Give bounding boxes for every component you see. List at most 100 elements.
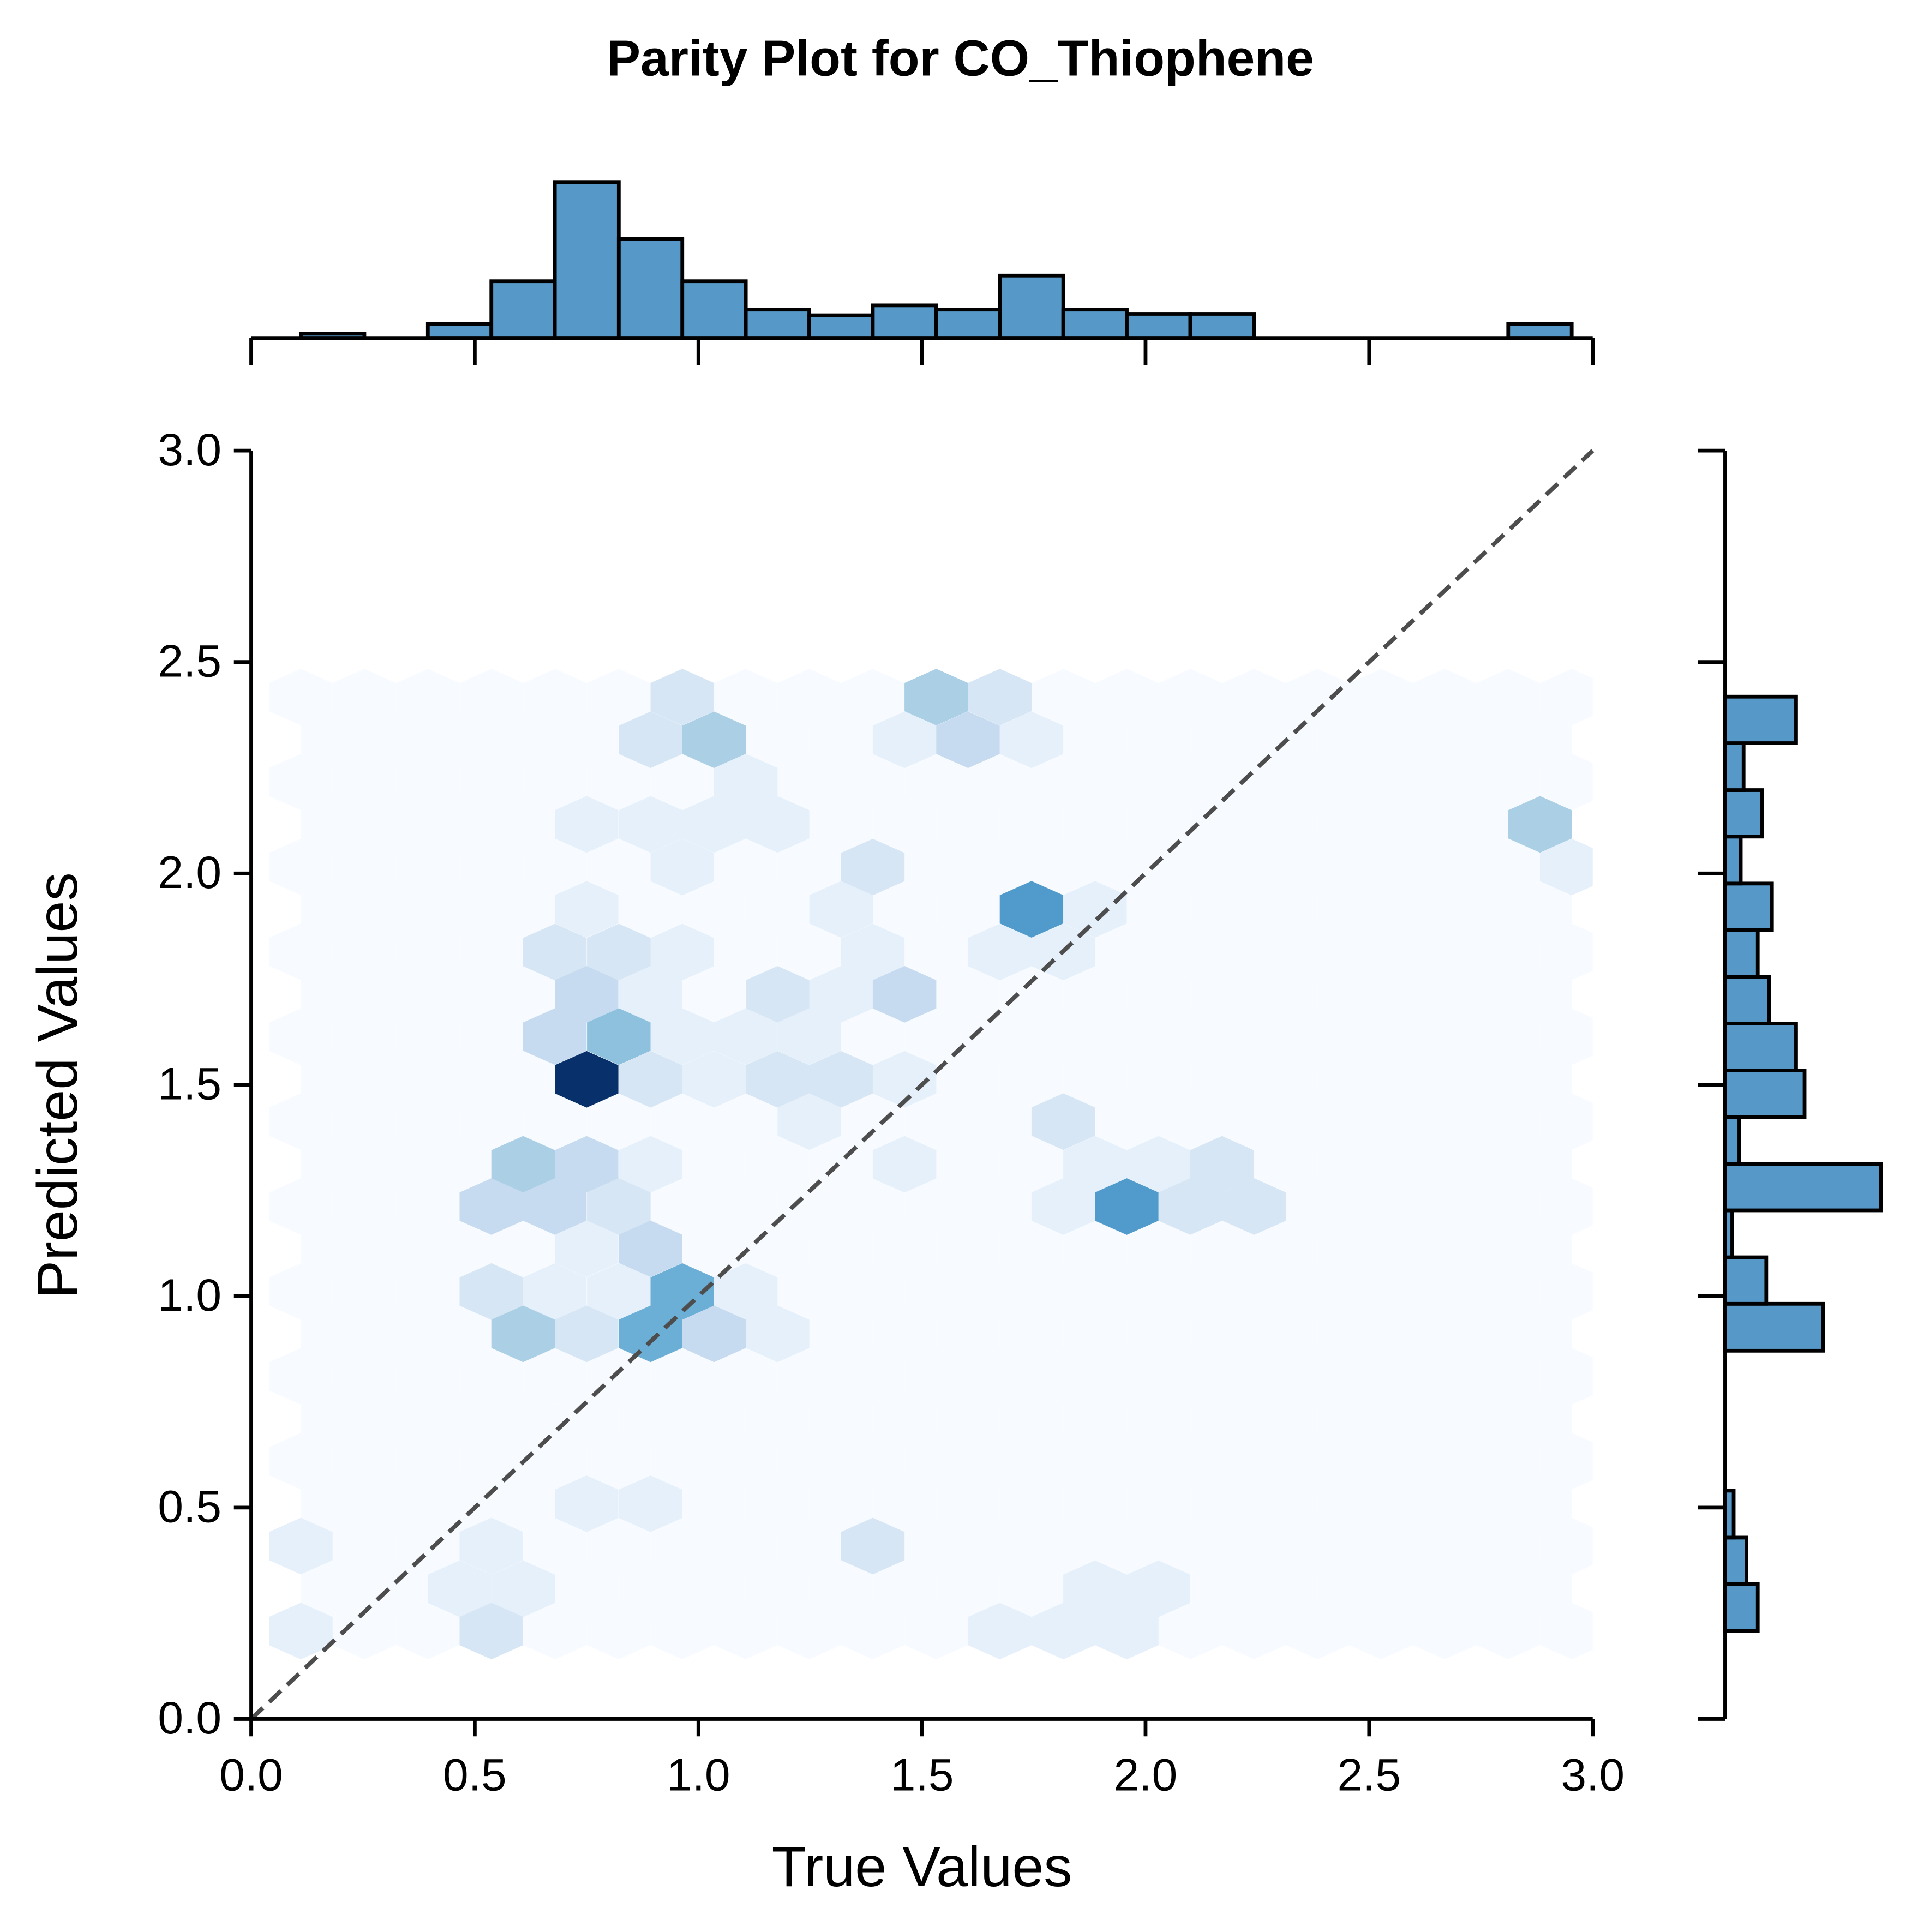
hex-empty [396,1178,460,1235]
hex-empty [301,881,364,938]
hex-empty [269,1263,333,1320]
hex-empty [269,1433,333,1490]
hex-cell [1095,1178,1159,1235]
hex-empty [1222,1093,1286,1150]
x-tick-label: 1.5 [890,1749,954,1801]
hex-empty [1381,796,1445,853]
hex-empty [1190,1305,1254,1363]
hex-empty [1412,1517,1477,1575]
right-hist-bar [1723,975,1771,1025]
hex-empty [301,1560,364,1617]
hex-empty [1126,1305,1191,1363]
hex-empty [491,881,555,938]
hex-empty [904,1433,968,1490]
hex-empty [1032,1348,1095,1405]
hex-empty [491,796,555,853]
hex-empty [1476,1603,1540,1660]
hex-empty [1222,923,1286,980]
hex-empty [1254,1136,1318,1193]
right-hist-bar [1723,881,1774,932]
top-hist-bar [1506,322,1574,340]
hex-empty [999,1220,1064,1277]
hex-cell [269,1517,333,1575]
hex-empty [1063,1390,1127,1447]
hex-cell [968,923,1032,981]
hex-cell [459,1517,523,1575]
hex-empty [1159,1008,1222,1065]
hex-empty [809,1390,873,1447]
hex-cell [587,1263,651,1320]
hex-empty [1412,1348,1477,1405]
hex-empty [364,1560,428,1617]
hex-empty [1412,669,1477,725]
hex-empty [714,669,778,725]
hex-empty [332,1008,397,1065]
top-hist-bar [1188,312,1256,340]
hex-empty [618,1560,682,1617]
hex-empty [1285,838,1350,896]
hex-empty [1222,1008,1286,1065]
hex-empty [332,1178,397,1235]
right-hist-bar [1723,1115,1741,1166]
chart-title: Parity Plot for CO_Thiophene [607,29,1314,86]
hex-empty [936,1560,1000,1617]
hex-empty [872,881,937,938]
hex-empty [1063,1475,1127,1532]
hex-empty [1190,1051,1254,1108]
hex-cell [650,1008,714,1065]
hex-empty [1381,965,1445,1023]
hex-empty [1063,1051,1127,1108]
hex-empty [1412,1008,1477,1065]
hex-cell [999,711,1064,769]
hex-empty [745,881,810,938]
hex-cell [555,1220,619,1277]
hex-empty [904,1093,968,1150]
hex-cell [936,711,1000,769]
hex-empty [1445,796,1508,853]
hex-empty [1381,1305,1445,1363]
hex-empty [364,881,428,938]
hex-cell [1095,1603,1159,1660]
hex-cell [809,1051,873,1108]
hex-empty [872,796,937,853]
hex-empty [714,1603,778,1660]
hex-empty [1285,1517,1350,1575]
top-hist-bar [744,308,811,340]
hex-empty [1285,1093,1350,1150]
right-hist-bar [1723,1301,1825,1353]
hex-cell [269,1603,333,1660]
hex-cell [619,796,682,853]
right-hist-bar [1723,1021,1798,1072]
hex-empty [1190,796,1254,853]
hex-empty [968,1348,1032,1405]
hex-cell [555,881,619,938]
hex-empty [1095,923,1159,980]
hex-empty [1032,753,1095,811]
right-hist-bar [1723,788,1764,839]
y-tick-label: 3.0 [158,424,221,475]
hex-cell [999,881,1064,938]
top-hist-bar [998,273,1065,340]
hex-empty [1190,1220,1254,1277]
hex-empty [841,669,905,725]
hex-empty [1349,1517,1413,1575]
hex-empty [459,838,524,896]
hex-empty [396,1603,460,1660]
hex-empty [1317,1136,1381,1193]
hex-empty [1317,881,1381,938]
hex-empty [428,1220,492,1277]
top-hist-bar [871,303,938,340]
hex-empty [301,711,364,768]
hex-cell [459,1178,523,1235]
hex-cell [523,923,587,981]
hex-cell [1222,1178,1286,1235]
hex-empty [1317,1475,1381,1532]
hex-empty [332,1517,397,1575]
x-tick-label: 0.5 [443,1749,507,1801]
hex-cell [682,711,746,769]
hex-cell [809,881,873,938]
hex-empty [1095,838,1159,896]
hex-empty [777,753,841,811]
hex-empty [364,965,428,1023]
hex-empty [396,1433,460,1490]
